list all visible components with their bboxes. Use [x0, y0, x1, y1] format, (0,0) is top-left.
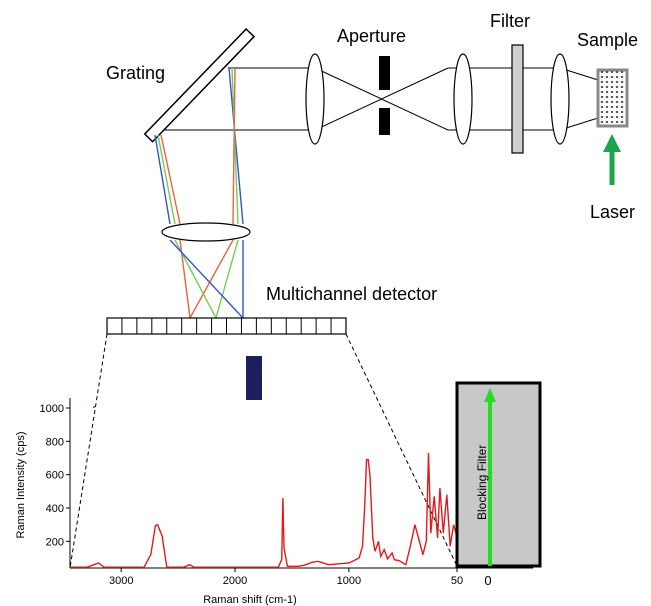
y-tick-label: 200 [46, 536, 64, 548]
grating-label: Grating [106, 63, 165, 83]
x-tick-label: 50 [451, 575, 463, 587]
filter-label: Filter [490, 11, 530, 31]
lens-2 [453, 53, 473, 145]
y-tick-label: 800 [46, 436, 64, 448]
dispersed-rays [154, 67, 244, 319]
chart-axes [69, 398, 533, 569]
grating [143, 27, 256, 143]
lens-1 [305, 53, 325, 145]
x-tick-label: 2000 [223, 575, 247, 587]
focusing-lens [161, 222, 251, 242]
spectrum-series-line [70, 452, 458, 568]
blocking-filter: Blocking Filter 0 [455, 381, 542, 588]
projection-lines [69, 333, 458, 569]
chart-ylabel: Raman Intensity (cps) [15, 432, 27, 539]
blocking-filter-zero-label: 0 [484, 573, 491, 588]
sample-label: Sample [577, 30, 638, 50]
aperture-label: Aperture [337, 26, 406, 46]
y-tick-label: 600 [46, 470, 64, 482]
x-tick-label: 1000 [337, 575, 361, 587]
y-tick-label: 1000 [40, 403, 64, 415]
x-tick-label: 3000 [109, 575, 133, 587]
blocking-filter-label: Blocking Filter [475, 445, 489, 520]
filter [511, 44, 524, 154]
y-tick-label: 400 [46, 503, 64, 515]
lens-3 [550, 53, 570, 145]
detector-pixel-bar [246, 356, 262, 400]
spectrum-artifact-dot [93, 406, 95, 408]
laser-arrow [603, 134, 621, 185]
laser-label: Laser [590, 202, 635, 222]
multichannel-detector [106, 317, 347, 335]
detector-label: Multichannel detector [266, 284, 437, 304]
chart-xlabel: Raman shift (cm-1) [203, 594, 297, 606]
raman-spectrum-chart: 1000 800 600 400 200 3000 2000 1000 50 Blocking… [15, 381, 542, 606]
aperture [379, 56, 390, 135]
sample [596, 68, 629, 128]
